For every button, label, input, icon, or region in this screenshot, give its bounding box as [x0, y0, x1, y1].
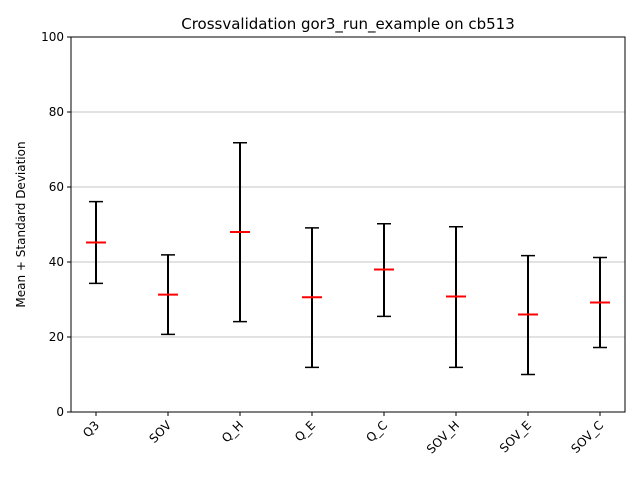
y-tick-label: 60 [49, 180, 64, 194]
errorbar-Q_H [230, 142, 250, 323]
errorbar-SOV_E [518, 254, 538, 376]
y-axis-label: Mean + Standard Deviation [14, 141, 28, 307]
errorbar-Q_E [302, 227, 322, 369]
errorbar-SOV [158, 254, 178, 336]
x-tick-label: Q_E [292, 418, 318, 444]
y-tick-label: 20 [49, 330, 64, 344]
error-bars [86, 142, 610, 376]
y-tick-label: 0 [56, 405, 64, 419]
grid-lines [71, 111, 625, 338]
x-axis: Q3 SOV Q_H Q_E Q_C SOV_H SOV_E SOV_C [80, 412, 606, 456]
x-tick-label: SOV_H [424, 418, 462, 456]
errorbar-SOV_H [446, 226, 466, 369]
errorbar-SOV_C [590, 256, 610, 349]
plot-area-frame [70, 36, 626, 413]
chart-title: Crossvalidation gor3_run_example on cb51… [181, 15, 515, 34]
y-tick-label: 100 [41, 30, 64, 44]
y-tick-label: 40 [49, 255, 64, 269]
errorbar-Q_C [374, 223, 394, 318]
x-tick-label: Q_C [363, 418, 390, 445]
x-tick-label: SOV [146, 418, 174, 446]
x-tick-label: SOV_C [568, 418, 606, 456]
x-tick-label: Q_H [219, 418, 246, 445]
y-tick-label: 80 [49, 105, 64, 119]
x-tick-label: SOV_E [497, 418, 534, 455]
x-tick-label: Q3 [80, 418, 102, 440]
errorbar-Q3 [86, 200, 106, 285]
y-axis: 0 20 40 60 80 100 [41, 30, 71, 419]
